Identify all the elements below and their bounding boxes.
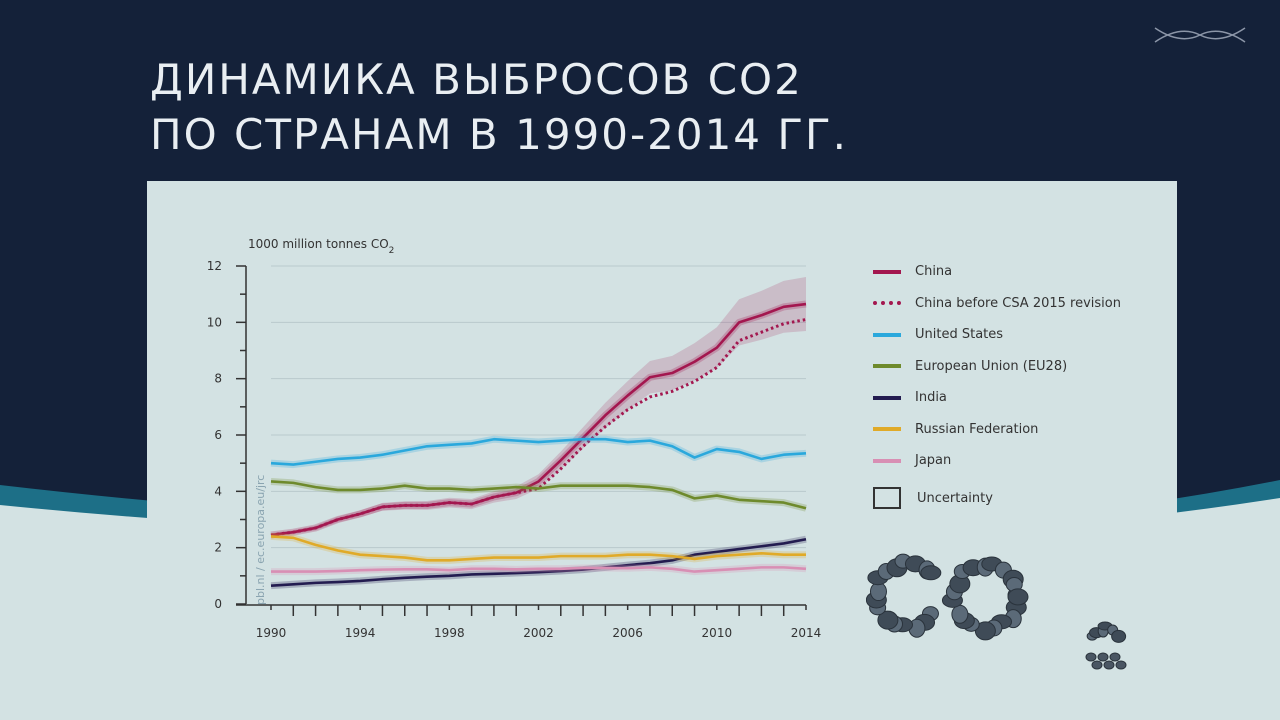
- rock: [877, 610, 899, 630]
- series-line-russian-federation: [270, 535, 806, 562]
- legend-label: Russian Federation: [915, 421, 1039, 437]
- y-tick-label: 12: [207, 259, 222, 273]
- y-tick-label: 10: [207, 315, 222, 329]
- x-tick-label: 2014: [791, 626, 822, 640]
- legend-item-uncertainty: Uncertainty: [873, 483, 1121, 515]
- legend-item: Russian Federation: [873, 414, 1121, 446]
- y-tick-label: 4: [214, 484, 222, 498]
- legend-label: European Union (EU28): [915, 358, 1068, 374]
- legend-item: European Union (EU28): [873, 351, 1121, 383]
- channel-logo-icon: [1154, 27, 1246, 43]
- y-axis-label: 1000 million tonnes CO2: [248, 237, 394, 256]
- series-line-european-union-eu28-: [270, 480, 807, 510]
- legend-label: China before CSA 2015 revision: [915, 295, 1121, 311]
- x-tick-label: 2010: [702, 626, 733, 640]
- co2-rocks-illustration: [866, 553, 1127, 670]
- title-line-2: ПО СТРАНАМ В 1990-2014 ГГ.: [150, 110, 848, 159]
- legend-label: Japan: [915, 453, 952, 469]
- legend-label: India: [915, 390, 947, 406]
- rock: [1091, 660, 1103, 670]
- legend-label: Uncertainty: [917, 490, 993, 506]
- slide-title: ДИНАМИКА ВЫБРОСОВ CO2 ПО СТРАНАМ В 1990-…: [150, 52, 848, 162]
- series-line-india: [270, 537, 807, 587]
- rock: [1085, 652, 1097, 662]
- x-tick-label: 1990: [256, 626, 287, 640]
- legend-swatch: [873, 301, 901, 306]
- series-line-japan: [271, 566, 807, 573]
- legend-swatch: [873, 395, 901, 400]
- legend-swatch: [873, 364, 901, 369]
- rock: [920, 565, 942, 581]
- series-line-united-states: [270, 437, 807, 466]
- legend-swatch: [873, 458, 901, 463]
- legend-label: China: [915, 264, 953, 280]
- series-glow: [270, 477, 807, 512]
- x-tick-label: 2006: [612, 626, 643, 640]
- rock: [1103, 660, 1115, 670]
- legend-swatch: [873, 269, 901, 274]
- y-tick-label: 0: [214, 597, 222, 611]
- legend-label: United States: [915, 327, 1004, 343]
- rock: [1111, 629, 1127, 643]
- legend-swatch: [873, 487, 901, 510]
- rock: [869, 582, 887, 602]
- series-line-china: [270, 302, 807, 537]
- series-glow: [270, 535, 807, 590]
- legend-item: United States: [873, 319, 1121, 351]
- uncertainty-band: [271, 277, 806, 537]
- rock: [1007, 588, 1029, 606]
- legend-swatch: [873, 332, 901, 337]
- x-tick-label: 1994: [345, 626, 376, 640]
- legend-item: China before CSA 2015 revision: [873, 288, 1121, 320]
- y-tick-label: 6: [214, 428, 222, 442]
- y-tick-label: 2: [214, 541, 222, 555]
- x-tick-label: 2002: [523, 626, 554, 640]
- legend-item: India: [873, 382, 1121, 414]
- rock: [1115, 660, 1127, 670]
- legend-swatch: [873, 427, 901, 432]
- title-line-1: ДИНАМИКА ВЫБРОСОВ CO2: [150, 55, 803, 104]
- rock: [974, 621, 996, 641]
- source-label: pbl.nl / ec.europa.eu/jrc: [254, 475, 267, 605]
- rock: [951, 604, 969, 624]
- legend-item: Japan: [873, 445, 1121, 477]
- rock: [1097, 652, 1109, 662]
- chart-legend: China China before CSA 2015 revision Unite…: [873, 256, 1121, 514]
- rock: [1109, 652, 1121, 662]
- x-tick-label: 1998: [434, 626, 465, 640]
- y-tick-label: 8: [214, 372, 222, 386]
- legend-item: China: [873, 256, 1121, 288]
